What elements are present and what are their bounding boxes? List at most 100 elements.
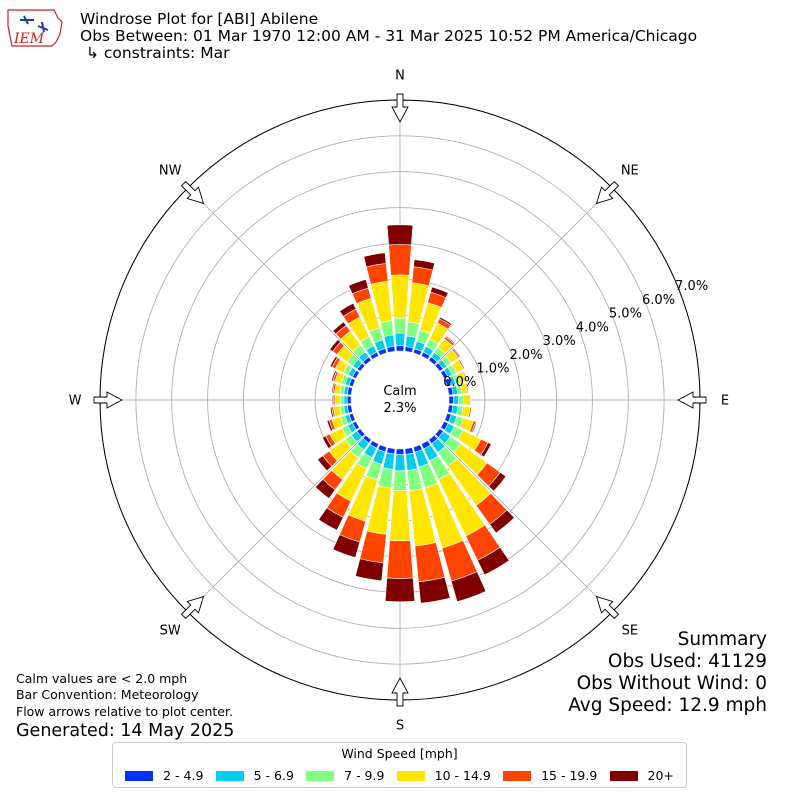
windrose-bar-segment	[459, 358, 466, 370]
flow-arrow-icon	[595, 595, 620, 620]
plot-title: Windrose Plot for [ABI] Abilene	[80, 10, 319, 28]
legend-swatch	[503, 770, 532, 781]
windrose-bar-segment	[452, 347, 462, 358]
compass-label: S	[396, 719, 404, 734]
windrose-bar-segment	[390, 274, 410, 319]
windrose-bar-segment	[405, 335, 417, 349]
windrose-bar-segment	[438, 316, 453, 326]
legend-swatch	[396, 770, 425, 781]
generated-date: Generated: 14 May 2025	[16, 720, 235, 741]
calm-label: Calm	[383, 384, 416, 399]
windrose-bar-segment	[463, 370, 468, 382]
legend-item: 10 - 14.9	[396, 768, 491, 783]
radial-tick-label: 6.0%	[642, 293, 675, 308]
radial-tick-label: 0.0%	[443, 375, 476, 390]
grid-spoke	[187, 187, 401, 401]
flow-arrow-icon	[180, 180, 205, 205]
compass-label: NE	[621, 164, 639, 179]
calm-note: Calm values are < 2.0 mph	[16, 671, 188, 686]
radial-tick-label: 3.0%	[543, 334, 576, 349]
windrose-bar-segment	[318, 507, 344, 531]
windrose-bar-segment	[386, 540, 414, 579]
flow-arrow-icon	[391, 93, 409, 123]
flow-arrow-icon	[677, 391, 707, 409]
grid-spoke	[399, 399, 613, 613]
windrose-bar-segment	[406, 321, 420, 338]
windrose-bar-segment	[334, 394, 341, 406]
windrose-bar-segment	[359, 530, 387, 564]
grid-spoke	[187, 399, 401, 613]
windrose-bar-segment	[346, 395, 352, 405]
legend: Wind Speed [mph] 2 - 4.9 5 - 6.9 7 - 9.9 10…	[112, 742, 687, 788]
windrose-bar-segment	[332, 321, 347, 335]
windrose-bar-segment	[386, 224, 414, 246]
windrose-bar-segment	[488, 471, 507, 492]
legend-swatch	[125, 770, 154, 781]
legend-title: Wind Speed [mph]	[341, 746, 458, 761]
windrose-bar-segment	[331, 382, 335, 394]
flow-arrow-icon	[93, 391, 123, 409]
legend-label: 2 - 4.9	[163, 768, 204, 783]
summary-obs-without-wind: Obs Without Wind: 0	[576, 673, 767, 694]
windrose-bar-segment	[414, 542, 446, 583]
summary-title: Summary	[677, 629, 767, 650]
windrose-bar-segment	[339, 302, 357, 317]
legend-item: 5 - 6.9	[215, 768, 294, 783]
windrose-bar-segment	[388, 244, 412, 276]
legend-label: 10 - 14.9	[434, 768, 491, 783]
windrose-bar-segment	[395, 448, 405, 456]
windrose-bar-segment	[489, 509, 515, 534]
iowa-outline-icon	[7, 9, 63, 47]
plot-subtitle: Obs Between: 01 Mar 1970 12:00 AM - 31 M…	[80, 27, 698, 45]
compass-label: SE	[622, 623, 638, 638]
summary-panel: Summary Obs Used: 41129 Obs Without Wind…	[568, 629, 767, 717]
windrose-bar-segment	[348, 278, 369, 295]
compass-label: E	[721, 394, 729, 409]
legend-swatch	[306, 770, 335, 781]
compass-label: N	[395, 69, 405, 84]
windrose-bar-segment	[332, 394, 334, 406]
windrose-bar-segment	[445, 335, 456, 345]
windrose-bar-segment	[329, 355, 338, 368]
wind-barb-icon	[20, 15, 49, 33]
legend-label: 20+	[647, 768, 674, 783]
windrose-bar-segment	[418, 576, 451, 604]
windrose-bar-segment	[395, 345, 405, 352]
windrose-bar-segment	[430, 286, 449, 299]
legend-label: 7 - 9.9	[344, 768, 385, 783]
windrose-bar-segment	[469, 406, 473, 419]
radial-tick-label: 5.0%	[609, 307, 642, 322]
calm-circle	[351, 351, 449, 449]
plot-header: Windrose Plot for [ABI] Abilene Obs Betw…	[80, 11, 697, 62]
windrose-bar-segment	[413, 259, 435, 271]
flow-arrow-icon	[391, 677, 409, 707]
windrose-bar-segment	[329, 339, 341, 352]
windrose-bar-segment	[331, 370, 337, 382]
legend-item: 7 - 9.9	[306, 768, 384, 783]
legend-swatch	[609, 770, 638, 781]
bar-convention-note: Bar Convention: Meteorology	[16, 687, 199, 703]
windrose-bar-segment	[365, 263, 389, 285]
windrose-bar-segment	[470, 394, 472, 406]
windrose-bar-segment	[317, 455, 333, 472]
windrose-bar-segment	[453, 395, 459, 405]
logo-text: IEM	[13, 31, 45, 47]
windrose-bar-segment	[450, 571, 487, 603]
windrose-bar-segment	[477, 546, 510, 576]
windrose-bar-segment	[383, 334, 395, 348]
grid-spoke	[399, 187, 613, 401]
windrose-bar-segment	[355, 558, 384, 582]
summary-avg-speed: Avg Speed: 12.9 mph	[568, 695, 767, 716]
calm-center: Calm 2.3%	[351, 351, 449, 449]
flow-arrow-icon	[180, 595, 205, 620]
windrose-bar-segment	[339, 395, 345, 405]
compass-label: W	[69, 394, 82, 409]
windrose-bar-segment	[363, 252, 387, 268]
radial-tick-label: 2.0%	[510, 348, 543, 363]
legend-swatch	[215, 770, 244, 781]
windrose-bar-segment	[380, 320, 394, 337]
windrose-bar-segment	[343, 395, 348, 405]
windrose-bar-segment	[314, 478, 336, 499]
compass-label: SW	[160, 623, 181, 638]
plot-constraints: ↳ constraints: Mar	[86, 44, 230, 62]
